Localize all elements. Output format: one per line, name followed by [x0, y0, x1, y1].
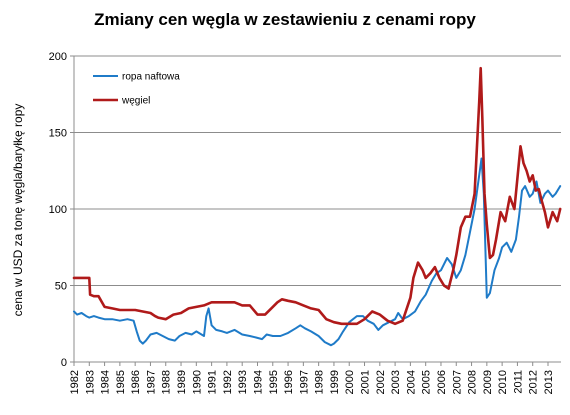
x-tick-label-2005: 2005 — [421, 370, 433, 394]
y-tick-label-100: 100 — [49, 204, 67, 216]
x-tick-label-1997: 1997 — [298, 370, 310, 394]
x-tick-label-1986: 1986 — [130, 370, 142, 394]
y-tick-label-150: 150 — [49, 128, 67, 140]
chart-title: Zmiany cen węgla w zestawieniu z cenami … — [94, 10, 476, 29]
x-tick-label-1988: 1988 — [161, 370, 173, 394]
x-tick-label-2004: 2004 — [405, 370, 417, 394]
x-tick-label-1984: 1984 — [100, 370, 112, 394]
x-tick-label-2012: 2012 — [528, 370, 540, 394]
x-tick-label-1982: 1982 — [69, 370, 81, 394]
legend: ropa naftowa węgiel — [93, 72, 180, 107]
x-tick-label-1994: 1994 — [252, 370, 264, 394]
y-tick-labels: 0 50 100 150 200 — [49, 51, 67, 369]
series-line-coal — [72, 66, 562, 326]
legend-label-coal: węgiel — [121, 96, 150, 107]
x-tick-label-1992: 1992 — [222, 370, 234, 394]
series-line-oil — [73, 157, 562, 347]
x-tick-label-2011: 2011 — [512, 370, 524, 394]
y-tick-label-200: 200 — [49, 51, 67, 63]
x-tick-label-2006: 2006 — [436, 370, 448, 394]
x-tick-label-1985: 1985 — [115, 370, 127, 394]
x-tick-label-2013: 2013 — [543, 370, 555, 394]
x-tick-label-1996: 1996 — [283, 370, 295, 394]
y-tick-label-0: 0 — [61, 357, 67, 369]
y-tick-label-50: 50 — [55, 281, 67, 293]
legend-label-oil: ropa naftowa — [122, 72, 180, 83]
x-tick-label-1998: 1998 — [314, 370, 326, 394]
x-tick-label-1989: 1989 — [176, 370, 188, 394]
x-tick-label-1995: 1995 — [268, 370, 280, 394]
x-tick-label-2002: 2002 — [375, 370, 387, 394]
x-tick-label-1991: 1991 — [207, 370, 219, 394]
x-tick-label-2009: 2009 — [482, 370, 494, 394]
x-tick-label-2008: 2008 — [467, 370, 479, 394]
x-tick-label-1990: 1990 — [191, 370, 203, 394]
x-tick-label-1983: 1983 — [84, 370, 96, 394]
y-axis-label: cena w USD za tonę węgla/baryłkę ropy — [11, 104, 25, 317]
gridlines — [74, 55, 561, 286]
x-tick-label-1987: 1987 — [145, 370, 157, 394]
x-tick-label-2000: 2000 — [344, 370, 356, 394]
x-tick-labels: 1982 1983 1984 1985 1986 1987 1988 1989 1990 1991… — [69, 370, 555, 394]
x-tick-label-2001: 2001 — [360, 370, 372, 394]
x-tick-label-2003: 2003 — [390, 370, 402, 394]
x-tick-label-1993: 1993 — [237, 370, 249, 394]
x-tick-label-1999: 1999 — [329, 370, 341, 394]
x-tick-label-2010: 2010 — [497, 370, 509, 394]
series-lines — [72, 66, 562, 347]
x-tick-label-2007: 2007 — [451, 370, 463, 394]
